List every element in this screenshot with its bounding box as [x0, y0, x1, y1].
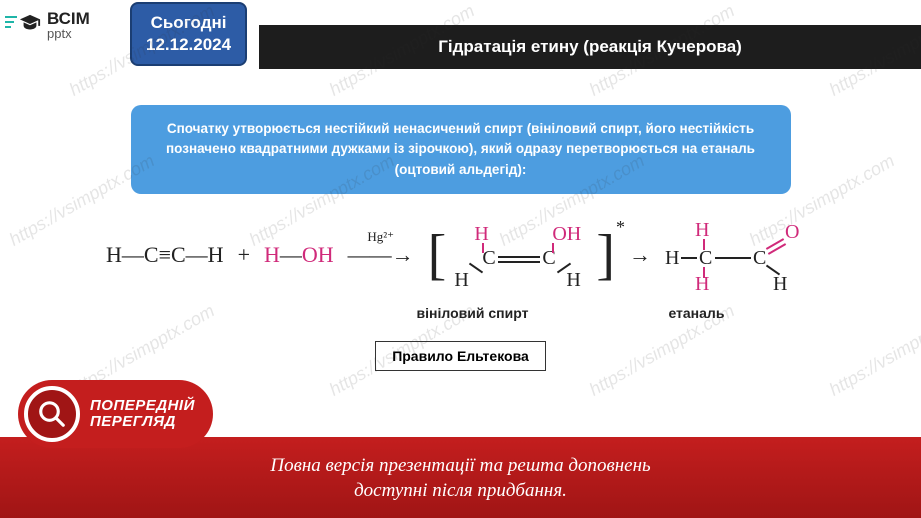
- bracket-right: ]: [596, 230, 615, 280]
- content: Спочатку утворюється нестійкий ненасичен…: [0, 70, 921, 371]
- date-value: 12.12.2024: [146, 34, 231, 56]
- reactant-ethyne: H―C≡C―H: [106, 242, 224, 268]
- preview-line2: ПЕРЕГЛЯД: [90, 414, 195, 431]
- logo-icon: [5, 13, 41, 37]
- label-vinyl: вініловий спирт: [417, 305, 529, 321]
- molecule-vinyl-alcohol: H OH C C H H: [446, 223, 596, 287]
- logo-text-bottom: pptx: [47, 27, 90, 40]
- asterisk: *: [616, 217, 625, 238]
- second-arrow: →: [629, 242, 651, 268]
- preview-badge: ПОПЕРЕДНІЙ ПЕРЕГЛЯД: [18, 380, 213, 448]
- molecule-labels: вініловий спирт етаналь: [50, 297, 871, 321]
- intermediate-bracket: [ H OH C C H H ] *: [428, 223, 615, 287]
- reaction-arrow: Hg²⁺ ――→: [348, 242, 414, 268]
- bracket-left: [: [428, 230, 447, 280]
- footer-line1: Повна версія презентації та решта доповн…: [10, 453, 911, 479]
- info-box: Спочатку утворюється нестійкий ненасичен…: [131, 105, 791, 194]
- date-box: Сьогодні 12.12.2024: [130, 2, 247, 66]
- magnifier-icon: [37, 399, 67, 429]
- header: ВСІМ pptx Сьогодні 12.12.2024 Гідратація…: [0, 0, 921, 70]
- rule-box: Правило Ельтекова: [375, 341, 546, 371]
- label-ethanal: етаналь: [668, 305, 724, 321]
- logo-text-top: ВСІМ: [47, 10, 90, 27]
- graduation-cap-icon: [19, 13, 41, 35]
- footer-line2: доступні після придбання.: [10, 478, 911, 504]
- plus-sign: +: [238, 242, 250, 268]
- preview-line1: ПОПЕРЕДНІЙ: [90, 398, 195, 415]
- reactant-water: H―OH: [264, 242, 334, 268]
- page-title: Гідратація етину (реакція Кучерова): [259, 22, 921, 72]
- preview-text: ПОПЕРЕДНІЙ ПЕРЕГЛЯД: [90, 398, 195, 431]
- magnifier-circle: [24, 386, 80, 442]
- reaction-equation: H―C≡C―H + H―OH Hg²⁺ ――→ [ H OH C C H H: [50, 219, 871, 291]
- logo: ВСІМ pptx: [0, 0, 130, 50]
- molecule-ethanal: H O H C C H H: [665, 219, 815, 291]
- catalyst-label: Hg²⁺: [367, 229, 394, 245]
- date-label: Сьогодні: [146, 12, 231, 34]
- footer-banner: Повна версія презентації та решта доповн…: [0, 437, 921, 518]
